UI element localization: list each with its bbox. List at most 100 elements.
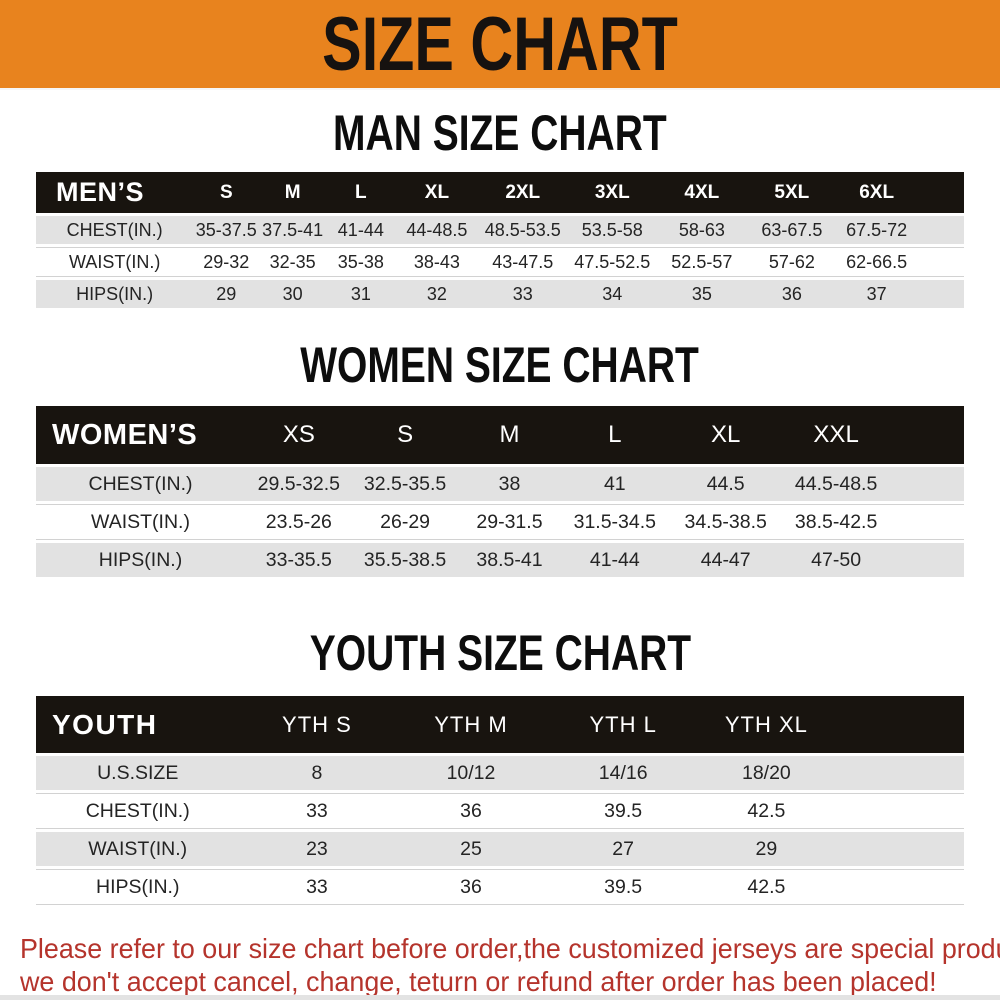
size-value-cell: 43-47.5 bbox=[478, 247, 568, 277]
size-value-cell: 36 bbox=[746, 280, 838, 308]
size-column-header: XXL bbox=[783, 406, 964, 464]
size-column-header: YTH L bbox=[547, 696, 699, 753]
size-column-header: M bbox=[457, 406, 562, 464]
size-value-cell: 34 bbox=[567, 280, 658, 308]
size-value-cell: 44.5 bbox=[668, 467, 784, 501]
size-value-cell: 47.5-52.5 bbox=[567, 247, 658, 277]
table-row: HIPS(IN.) 33-35.5 35.5-38.5 38.5-41 41-44 44-… bbox=[36, 543, 964, 577]
youth-section-title: YOUTH SIZE CHART bbox=[0, 628, 1000, 678]
table-row: HIPS(IN.) 33 36 39.5 42.5 bbox=[36, 869, 964, 905]
footer-line-1: Please refer to our size chart before or… bbox=[20, 933, 1000, 964]
row-label-cell: HIPS(IN.) bbox=[36, 869, 240, 905]
size-value-cell: 38.5-42.5 bbox=[783, 504, 964, 540]
size-value-cell: 57-62 bbox=[746, 247, 838, 277]
size-value-cell: 18/20 bbox=[698, 756, 964, 790]
size-value-cell: 52.5-57 bbox=[657, 247, 747, 277]
size-column-header: YTH XL bbox=[698, 696, 964, 753]
size-column-header: YTH M bbox=[394, 696, 548, 753]
size-value-cell: 67.5-72 bbox=[837, 216, 964, 244]
size-value-cell: 53.5-58 bbox=[567, 216, 658, 244]
youth-section-title-text: YOUTH SIZE CHART bbox=[309, 625, 691, 681]
size-column-header: L bbox=[561, 406, 669, 464]
table-row: HIPS(IN.) 29 30 31 32 33 34 35 36 37 bbox=[36, 280, 964, 308]
size-column-header: XL bbox=[668, 406, 784, 464]
size-value-cell: 37 bbox=[837, 280, 964, 308]
row-label-cell: U.S.SIZE bbox=[36, 756, 240, 790]
man-section-title: MAN SIZE CHART bbox=[0, 108, 1000, 158]
row-label-cell: CHEST(IN.) bbox=[36, 793, 240, 829]
size-column-header: M bbox=[259, 172, 327, 213]
size-value-cell: 23.5-26 bbox=[245, 504, 353, 540]
size-column-header: 6XL bbox=[837, 172, 964, 213]
size-value-cell: 44.5-48.5 bbox=[783, 467, 964, 501]
size-value-cell: 32-35 bbox=[259, 247, 327, 277]
table-header-label: MEN’S bbox=[36, 172, 194, 213]
size-column-header: YTH S bbox=[239, 696, 395, 753]
size-value-cell: 35 bbox=[657, 280, 747, 308]
size-value-cell: 35.5-38.5 bbox=[352, 543, 458, 577]
size-value-cell: 30 bbox=[259, 280, 327, 308]
size-chart-banner: SIZE CHART bbox=[0, 0, 1000, 90]
youth-size-table: YOUTH YTH S YTH M YTH L YTH XL U.S.SIZE 8 10/12… bbox=[36, 693, 964, 908]
size-value-cell: 8 bbox=[239, 756, 395, 790]
size-value-cell: 63-67.5 bbox=[746, 216, 838, 244]
row-label-cell: HIPS(IN.) bbox=[36, 543, 246, 577]
size-value-cell: 25 bbox=[394, 832, 548, 866]
row-label-cell: WAIST(IN.) bbox=[36, 504, 246, 540]
size-value-cell: 37.5-41 bbox=[259, 216, 327, 244]
table-header-label: YOUTH bbox=[36, 696, 240, 753]
banner-title: SIZE CHART bbox=[322, 1, 678, 87]
size-value-cell: 26-29 bbox=[352, 504, 458, 540]
row-label-cell: HIPS(IN.) bbox=[36, 280, 194, 308]
size-value-cell: 29.5-32.5 bbox=[245, 467, 353, 501]
size-value-cell: 33-35.5 bbox=[245, 543, 353, 577]
table-row: WAIST(IN.) 29-32 32-35 35-38 38-43 43-47.5 47.… bbox=[36, 247, 964, 277]
table-row: CHEST(IN.) 35-37.5 37.5-41 41-44 44-48.5 48.5… bbox=[36, 216, 964, 244]
table-row: WAIST(IN.) 23.5-26 26-29 29-31.5 31.5-34.5 34… bbox=[36, 504, 964, 540]
size-value-cell: 41-44 bbox=[326, 216, 396, 244]
table-row: WAIST(IN.) 23 25 27 29 bbox=[36, 832, 964, 866]
size-value-cell: 38.5-41 bbox=[457, 543, 562, 577]
size-value-cell: 27 bbox=[547, 832, 699, 866]
size-value-cell: 38-43 bbox=[395, 247, 479, 277]
size-column-header: XL bbox=[395, 172, 479, 213]
size-value-cell: 42.5 bbox=[698, 869, 964, 905]
table-row: CHEST(IN.) 29.5-32.5 32.5-35.5 38 41 44.5 44.5… bbox=[36, 467, 964, 501]
row-label-cell: CHEST(IN.) bbox=[36, 467, 246, 501]
size-value-cell: 14/16 bbox=[547, 756, 699, 790]
footer-line-2: we don't accept cancel, change, teturn o… bbox=[20, 966, 937, 997]
row-label-cell: WAIST(IN.) bbox=[36, 832, 240, 866]
size-value-cell: 42.5 bbox=[698, 793, 964, 829]
size-column-header: 5XL bbox=[746, 172, 838, 213]
size-column-header: 3XL bbox=[567, 172, 658, 213]
row-label-cell: WAIST(IN.) bbox=[36, 247, 194, 277]
size-value-cell: 44-47 bbox=[668, 543, 784, 577]
size-column-header: 4XL bbox=[657, 172, 747, 213]
table-row: U.S.SIZE 8 10/12 14/16 18/20 bbox=[36, 756, 964, 790]
bottom-edge-line bbox=[0, 995, 1000, 1000]
size-value-cell: 23 bbox=[239, 832, 395, 866]
size-value-cell: 39.5 bbox=[547, 869, 699, 905]
size-value-cell: 29-32 bbox=[193, 247, 260, 277]
footer-note: Please refer to our size chart before or… bbox=[0, 932, 1000, 998]
women-size-table: WOMEN’S XS S M L XL XXL CHEST(IN.) 29.5-32.5 32.5… bbox=[36, 403, 964, 580]
table-header-row: MEN’S S M L XL 2XL 3XL 4XL 5XL 6XL bbox=[36, 172, 964, 213]
size-value-cell: 10/12 bbox=[394, 756, 548, 790]
size-value-cell: 48.5-53.5 bbox=[478, 216, 568, 244]
size-value-cell: 29 bbox=[698, 832, 964, 866]
size-column-header: XS bbox=[245, 406, 353, 464]
size-column-header: S bbox=[193, 172, 260, 213]
size-value-cell: 38 bbox=[457, 467, 562, 501]
size-value-cell: 36 bbox=[394, 793, 548, 829]
size-value-cell: 58-63 bbox=[657, 216, 747, 244]
size-value-cell: 33 bbox=[239, 793, 395, 829]
size-value-cell: 47-50 bbox=[783, 543, 964, 577]
size-value-cell: 33 bbox=[478, 280, 568, 308]
size-value-cell: 31 bbox=[326, 280, 396, 308]
women-section-title-text: WOMEN SIZE CHART bbox=[300, 337, 700, 393]
row-label-cell: CHEST(IN.) bbox=[36, 216, 194, 244]
size-value-cell: 62-66.5 bbox=[837, 247, 964, 277]
table-header-row: WOMEN’S XS S M L XL XXL bbox=[36, 406, 964, 464]
size-value-cell: 44-48.5 bbox=[395, 216, 479, 244]
